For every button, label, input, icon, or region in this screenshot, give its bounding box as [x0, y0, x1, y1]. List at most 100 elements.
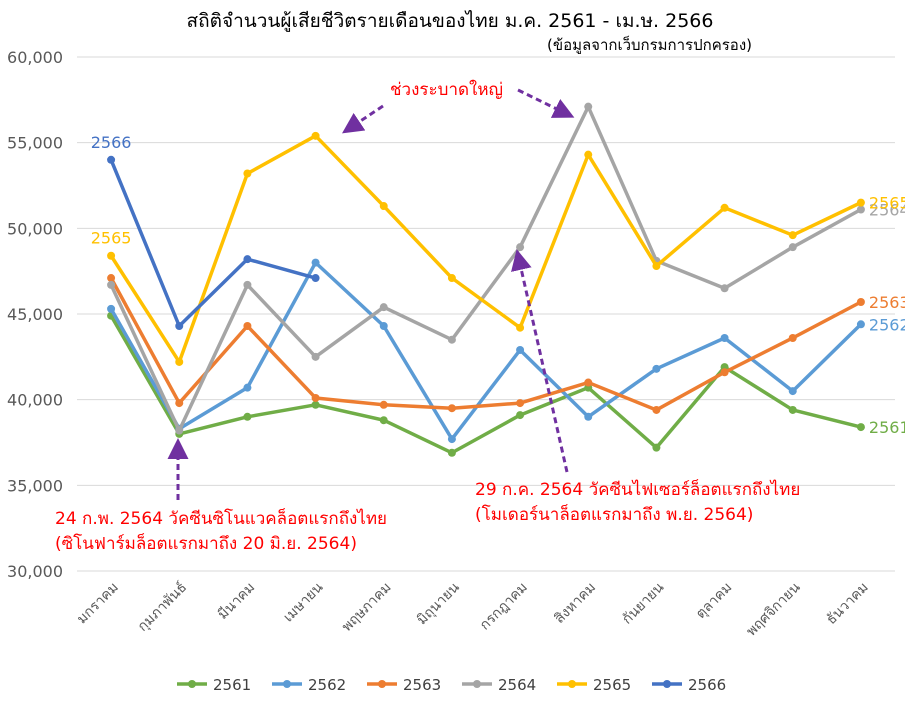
- series-label-2566-start: 2566: [91, 133, 132, 152]
- chart-title: สถิติจำนวนผู้เสียชีวิตรายเดือนของไทย ม.ค…: [187, 10, 714, 32]
- data-point-2561: [856, 423, 865, 432]
- series-line-2565: [109, 134, 862, 364]
- legend-label: 2563: [403, 676, 441, 694]
- series-label-2561-end: 2561: [869, 418, 905, 437]
- data-point-2561: [243, 412, 252, 421]
- x-axis-ticks: มกราคม กุมภาพันธ์ มีนาคม เมษายน พฤษภาคม มิถุน…: [74, 579, 872, 640]
- data-point-2564: [243, 280, 252, 289]
- data-point-2563: [720, 368, 729, 377]
- data-point-2564: [379, 303, 388, 312]
- data-point-2566: [311, 274, 320, 283]
- data-point-2565: [243, 169, 252, 178]
- x-tick-label: พฤศจิกายน: [744, 579, 804, 639]
- x-tick-label: มกราคม: [74, 580, 122, 628]
- data-point-2561: [516, 411, 525, 420]
- data-point-2562: [584, 412, 593, 421]
- data-point-2565: [311, 131, 320, 140]
- legend-label: 2566: [688, 676, 726, 694]
- data-point-2563: [311, 393, 320, 402]
- data-point-2562: [311, 258, 320, 267]
- data-point-2561: [311, 400, 320, 409]
- data-point-2564: [447, 335, 456, 344]
- legend-item-2564: 2564: [462, 676, 536, 694]
- gridlines: [77, 56, 895, 572]
- series-lines: [107, 102, 865, 457]
- data-point-2563: [652, 405, 661, 414]
- chart-subtitle: (ข้อมูลจากเว็บกรมการปกครอง): [547, 35, 752, 54]
- sinovac-annotation-line1: 24 ก.พ. 2564 วัคซีนซิโนแวคล็อตแรกถึงไทย: [55, 507, 387, 529]
- data-point-2565: [516, 323, 525, 332]
- legend-item-2565: 2565: [557, 676, 631, 694]
- data-point-2564: [788, 243, 797, 252]
- data-point-2562: [107, 304, 116, 313]
- legend-marker: [473, 680, 481, 688]
- data-point-2563: [856, 298, 865, 307]
- data-point-2561: [788, 405, 797, 414]
- data-point-2564: [516, 243, 525, 252]
- data-point-2562: [788, 387, 797, 396]
- pfizer-annotation-line2: (โมเดอร์นาล็อตแรกมาถึง พ.ย. 2564): [475, 503, 753, 525]
- data-point-2564: [311, 352, 320, 361]
- legend-label: 2561: [213, 676, 251, 694]
- legend-marker: [188, 680, 196, 688]
- data-point-2562: [516, 345, 525, 354]
- y-tick-label: 40,000: [7, 391, 63, 410]
- y-tick-label: 45,000: [7, 305, 63, 324]
- legend: 2561 2562 2563 2564 2565 2566: [177, 676, 726, 694]
- y-axis-ticks: 30,000 35,000 40,000 45,000 50,000 55,000 60,0…: [7, 48, 63, 581]
- data-point-2563: [379, 400, 388, 409]
- pfizer-annotation-line1: 29 ก.ค. 2564 วัคซีนไฟเซอร์ล็อตแรกถึงไทย: [475, 478, 800, 500]
- series-label-2562-end: 2562: [869, 315, 905, 334]
- data-point-2561: [447, 448, 456, 457]
- x-tick-label: เมษายน: [281, 579, 327, 625]
- pandemic-arrow-left: [342, 104, 384, 134]
- legend-marker: [663, 680, 671, 688]
- data-point-2565: [584, 150, 593, 159]
- data-point-2561: [379, 416, 388, 425]
- x-tick-label: พฤษภาคม: [339, 580, 395, 636]
- series-2563: [107, 274, 865, 414]
- data-point-2562: [379, 321, 388, 330]
- x-tick-label: กุมภาพันธ์: [134, 579, 190, 635]
- data-point-2562: [447, 435, 456, 444]
- data-point-2565: [107, 251, 116, 260]
- x-tick-label: กันยายน: [619, 579, 667, 627]
- data-point-2566: [175, 321, 184, 330]
- data-point-2566: [243, 255, 252, 264]
- data-point-2563: [107, 274, 116, 283]
- data-point-2562: [652, 364, 661, 373]
- series-line-2563: [109, 277, 862, 412]
- data-point-2563: [584, 378, 593, 387]
- legend-item-2562: 2562: [272, 676, 346, 694]
- y-tick-label: 55,000: [7, 134, 63, 153]
- y-tick-label: 60,000: [7, 48, 63, 67]
- sinovac-annotation-line2: (ซิโนฟาร์มล็อตแรกมาถึง 20 มิ.ย. 2564): [55, 532, 357, 554]
- legend-item-2566: 2566: [652, 676, 726, 694]
- legend-item-2563: 2563: [367, 676, 441, 694]
- y-tick-label: 50,000: [7, 219, 63, 238]
- data-point-2563: [175, 399, 184, 408]
- data-point-2565: [788, 231, 797, 240]
- series-line-2561: [109, 314, 862, 455]
- data-point-2564: [856, 205, 865, 214]
- data-point-2563: [516, 399, 525, 408]
- data-point-2565: [175, 357, 184, 366]
- annotation-arrows: [167, 88, 575, 500]
- data-point-2562: [856, 320, 865, 329]
- series-2565: [107, 131, 865, 366]
- legend-label: 2565: [593, 676, 631, 694]
- series-label-2563-end: 2563: [869, 293, 905, 312]
- series-line-2562: [109, 260, 863, 441]
- x-tick-label: กรกฎาคม: [477, 580, 531, 634]
- data-point-2563: [243, 321, 252, 330]
- data-point-2564: [175, 426, 184, 435]
- data-point-2564: [107, 280, 116, 289]
- data-point-2562: [243, 383, 252, 392]
- data-point-2565: [447, 274, 456, 283]
- data-point-2561: [652, 443, 661, 452]
- series-line-2566: [109, 159, 317, 328]
- pandemic-arrow-right: [517, 88, 575, 118]
- legend-marker: [568, 680, 576, 688]
- data-point-2564: [720, 284, 729, 293]
